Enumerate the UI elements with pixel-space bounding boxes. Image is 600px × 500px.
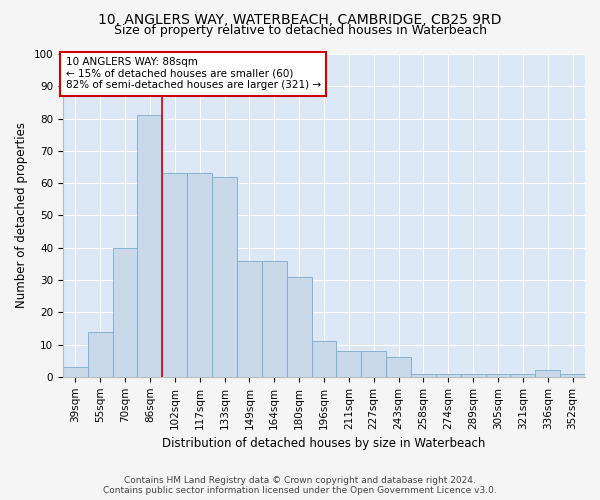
Bar <box>535 370 560 377</box>
Bar <box>461 374 485 377</box>
Bar <box>411 374 436 377</box>
Text: Contains HM Land Registry data © Crown copyright and database right 2024.
Contai: Contains HM Land Registry data © Crown c… <box>103 476 497 495</box>
X-axis label: Distribution of detached houses by size in Waterbeach: Distribution of detached houses by size … <box>162 437 485 450</box>
Bar <box>237 260 262 377</box>
Bar <box>187 174 212 377</box>
Bar <box>137 116 163 377</box>
Bar <box>436 374 461 377</box>
Bar <box>311 342 337 377</box>
Bar <box>560 374 585 377</box>
Bar <box>212 176 237 377</box>
Text: 10, ANGLERS WAY, WATERBEACH, CAMBRIDGE, CB25 9RD: 10, ANGLERS WAY, WATERBEACH, CAMBRIDGE, … <box>98 12 502 26</box>
Bar <box>386 358 411 377</box>
Text: 10 ANGLERS WAY: 88sqm
← 15% of detached houses are smaller (60)
82% of semi-deta: 10 ANGLERS WAY: 88sqm ← 15% of detached … <box>65 57 320 90</box>
Bar <box>113 248 137 377</box>
Bar <box>337 351 361 377</box>
Text: Size of property relative to detached houses in Waterbeach: Size of property relative to detached ho… <box>113 24 487 37</box>
Bar <box>485 374 511 377</box>
Bar <box>361 351 386 377</box>
Bar <box>262 260 287 377</box>
Bar <box>88 332 113 377</box>
Y-axis label: Number of detached properties: Number of detached properties <box>15 122 28 308</box>
Bar <box>511 374 535 377</box>
Bar <box>163 174 187 377</box>
Bar <box>287 276 311 377</box>
Bar <box>63 367 88 377</box>
